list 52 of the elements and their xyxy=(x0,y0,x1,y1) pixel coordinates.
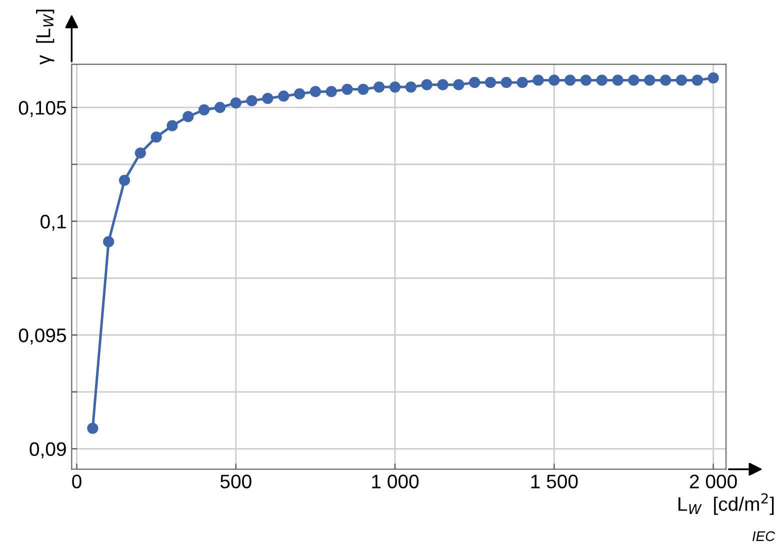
point xyxy=(166,120,178,132)
point xyxy=(134,147,146,159)
point xyxy=(326,86,337,98)
y-tick-label: 0,095 xyxy=(18,328,66,345)
x-tick-label: 2 000 xyxy=(690,474,737,488)
point xyxy=(389,81,401,93)
point xyxy=(628,74,640,86)
point xyxy=(278,90,290,102)
point xyxy=(708,72,719,84)
text: IEC xyxy=(752,531,776,542)
point xyxy=(453,79,464,90)
point xyxy=(564,74,576,86)
point xyxy=(246,95,258,106)
point xyxy=(118,174,130,186)
point xyxy=(103,236,114,248)
x-tick-label: 1 500 xyxy=(531,474,578,488)
point xyxy=(214,102,226,114)
y-tick-label: 0,09 xyxy=(30,442,66,458)
point xyxy=(692,74,703,86)
x-tick-label: 0 xyxy=(72,474,82,488)
point xyxy=(87,422,98,434)
point xyxy=(310,86,322,98)
point xyxy=(516,76,528,88)
point xyxy=(644,74,656,86)
point xyxy=(342,84,353,95)
x-axis-title: L$_{W}$ [cd/m$^{2}$] xyxy=(678,493,774,515)
point xyxy=(580,74,592,86)
x-tick-label: 500 xyxy=(220,474,252,488)
point xyxy=(405,81,416,93)
point xyxy=(612,74,624,86)
point xyxy=(198,104,210,116)
x-tick-label: 1 000 xyxy=(372,474,419,488)
point xyxy=(532,74,544,86)
point xyxy=(182,111,194,122)
y-axis-title: γ [L$_{W}$] xyxy=(36,10,54,65)
point xyxy=(469,76,480,88)
y-tick-label: 0,105 xyxy=(18,100,66,118)
point xyxy=(676,74,688,86)
y-tick-label: 0,1 xyxy=(40,214,66,231)
point xyxy=(660,74,672,86)
point xyxy=(358,84,369,95)
point xyxy=(437,79,448,90)
point xyxy=(548,74,560,86)
point xyxy=(230,97,242,108)
point xyxy=(500,76,512,88)
point xyxy=(150,132,162,143)
point xyxy=(484,76,496,88)
point xyxy=(294,88,306,100)
point xyxy=(596,74,608,86)
point xyxy=(374,81,385,93)
point xyxy=(262,92,274,104)
point xyxy=(421,79,432,90)
